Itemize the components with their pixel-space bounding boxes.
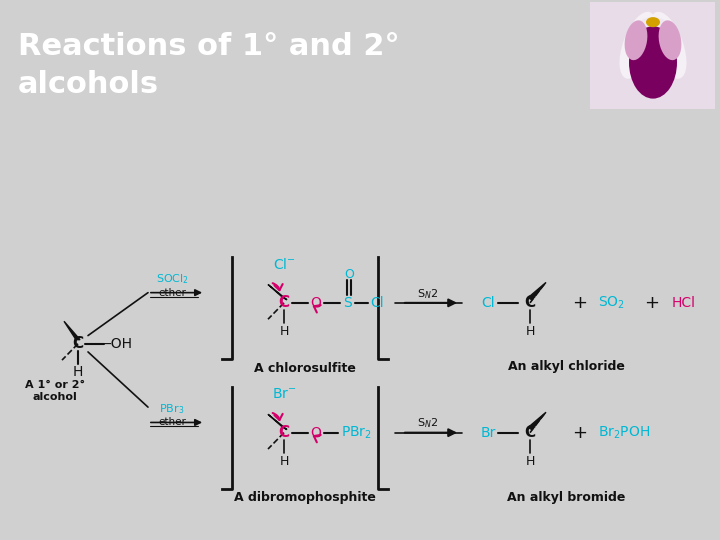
Text: alcohol: alcohol — [32, 392, 77, 402]
Ellipse shape — [619, 12, 657, 79]
FancyArrowPatch shape — [273, 413, 283, 420]
FancyArrowPatch shape — [273, 283, 283, 290]
Ellipse shape — [633, 17, 673, 48]
Polygon shape — [528, 282, 546, 300]
Polygon shape — [268, 414, 287, 430]
Ellipse shape — [625, 21, 647, 60]
Ellipse shape — [646, 17, 660, 27]
Text: PBr$_3$: PBr$_3$ — [159, 402, 184, 416]
Text: Cl: Cl — [481, 296, 495, 310]
Text: C: C — [279, 295, 289, 310]
Bar — [590, 2, 715, 109]
Text: PBr$_2$: PBr$_2$ — [341, 424, 372, 441]
Text: An alkyl chloride: An alkyl chloride — [508, 360, 624, 373]
Text: H: H — [526, 325, 535, 338]
Text: S: S — [343, 296, 352, 310]
Text: HCl: HCl — [672, 296, 696, 310]
Text: +: + — [572, 424, 588, 442]
Text: Br$_2$POH: Br$_2$POH — [598, 424, 650, 441]
Polygon shape — [528, 412, 546, 430]
Text: ether: ether — [158, 417, 186, 428]
Text: O: O — [344, 268, 354, 281]
Polygon shape — [64, 321, 80, 340]
Ellipse shape — [629, 26, 677, 99]
Text: An alkyl bromide: An alkyl bromide — [507, 490, 625, 504]
Text: Reactions of 1° and 2°
alcohols: Reactions of 1° and 2° alcohols — [18, 32, 400, 99]
Text: A 1° or 2°: A 1° or 2° — [25, 380, 85, 390]
Text: S$_N$2: S$_N$2 — [418, 287, 438, 301]
Polygon shape — [268, 285, 287, 300]
Ellipse shape — [659, 21, 681, 60]
Text: SO$_2$: SO$_2$ — [598, 295, 626, 311]
Text: H: H — [279, 325, 289, 338]
Text: Br$^{-}$: Br$^{-}$ — [271, 387, 296, 401]
Text: S$_N$2: S$_N$2 — [418, 416, 438, 430]
Text: Cl: Cl — [370, 296, 384, 310]
Text: H: H — [526, 455, 535, 468]
Text: SOCl$_2$: SOCl$_2$ — [156, 273, 189, 286]
Text: C: C — [524, 425, 536, 440]
Text: C: C — [524, 295, 536, 310]
Text: ether: ether — [158, 288, 186, 298]
FancyArrowPatch shape — [314, 435, 320, 442]
Text: Cl$^{-}$: Cl$^{-}$ — [273, 256, 295, 272]
FancyArrowPatch shape — [314, 305, 320, 313]
Text: O: O — [310, 426, 321, 440]
Text: +: + — [572, 294, 588, 312]
Text: +: + — [644, 294, 660, 312]
Text: H: H — [73, 366, 84, 380]
Text: A chlorosulfite: A chlorosulfite — [254, 362, 356, 375]
Text: C: C — [73, 336, 84, 351]
Text: H: H — [279, 455, 289, 468]
Text: —OH: —OH — [97, 337, 132, 351]
Ellipse shape — [649, 12, 686, 79]
Text: O: O — [310, 296, 321, 310]
Text: Br: Br — [480, 426, 495, 440]
Text: C: C — [279, 425, 289, 440]
Text: A dibromophosphite: A dibromophosphite — [234, 490, 376, 504]
